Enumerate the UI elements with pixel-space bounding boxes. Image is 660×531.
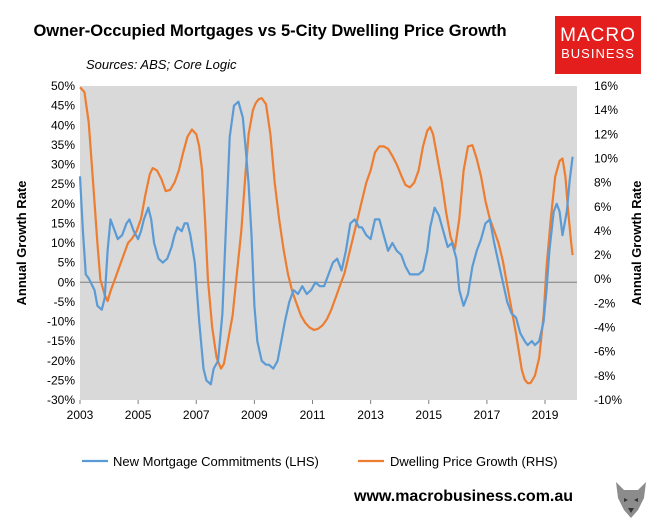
logo-line-1: MACRO bbox=[560, 25, 636, 46]
y-right-tick-label: -2% bbox=[594, 296, 616, 310]
y-right-tick-label: 2% bbox=[594, 248, 612, 262]
x-tick-label: 2009 bbox=[241, 408, 268, 422]
y-left-tick-label: 10% bbox=[51, 236, 75, 250]
y-left-tick-label: 30% bbox=[51, 158, 75, 172]
x-tick-label: 2007 bbox=[183, 408, 210, 422]
x-tick-label: 2005 bbox=[125, 408, 152, 422]
y-left-tick-label: 25% bbox=[51, 177, 75, 191]
y-right-tick-label: 4% bbox=[594, 224, 612, 238]
chart-subtitle: Sources: ABS; Core Logic bbox=[86, 57, 237, 72]
x-tick-label: 2003 bbox=[67, 408, 94, 422]
y-left-tick-label: -5% bbox=[54, 295, 76, 309]
series-line-dwelling-price-growth bbox=[79, 86, 574, 385]
y-left-tick-label: -20% bbox=[47, 354, 75, 368]
y-right-tick-label: -8% bbox=[594, 369, 616, 383]
y-left-tick-label: 40% bbox=[51, 118, 75, 132]
y-right-tick-label: -6% bbox=[594, 345, 616, 359]
y-right-tick-label: -4% bbox=[594, 321, 616, 335]
y-left-tick-label: 50% bbox=[51, 79, 75, 93]
y-left-tick-label: 15% bbox=[51, 216, 75, 230]
wolf-mascot-icon bbox=[616, 482, 646, 518]
chart-title: Owner-Occupied Mortgages vs 5-City Dwell… bbox=[33, 22, 507, 40]
series-line-new-mortgage-commitments bbox=[78, 100, 574, 386]
y-axis-left-ticks: 50% 45% 40% 35% 30% 25% 20% 15% 10% 5% 0% -5% -10% -1… bbox=[47, 79, 75, 407]
y-axis-right-label: Annual Growth Rate bbox=[629, 181, 644, 306]
y-right-tick-label: 0% bbox=[594, 272, 612, 286]
y-right-tick-label: 12% bbox=[594, 127, 618, 141]
y-left-tick-label: -10% bbox=[47, 315, 75, 329]
y-axis-right-ticks: 16% 14% 12% 10% 8% 6% 4% 2% 0% -2% -4% -6% -8% -10% bbox=[594, 79, 622, 407]
x-tick-label: 2011 bbox=[300, 408, 326, 422]
legend-label-mortgage: New Mortgage Commitments (LHS) bbox=[113, 454, 319, 469]
legend-label-price: Dwelling Price Growth (RHS) bbox=[390, 454, 558, 469]
legend: New Mortgage Commitments (LHS) Dwelling … bbox=[82, 454, 558, 469]
x-tick-label: 2013 bbox=[357, 408, 384, 422]
y-axis-left-label: Annual Growth Rate bbox=[14, 181, 29, 306]
y-left-tick-label: 35% bbox=[51, 138, 75, 152]
y-left-tick-label: 5% bbox=[58, 256, 76, 270]
logo-line-2: BUSINESS bbox=[561, 46, 635, 61]
y-right-tick-label: 6% bbox=[594, 200, 612, 214]
x-tick-label: 2015 bbox=[415, 408, 442, 422]
y-right-tick-label: -10% bbox=[594, 393, 622, 407]
y-left-tick-label: 20% bbox=[51, 197, 75, 211]
y-left-tick-label: 45% bbox=[51, 99, 75, 113]
x-axis-ticks: 2003 2005 2007 2009 2011 2013 2015 2017 2019 bbox=[67, 400, 559, 422]
y-left-tick-label: 0% bbox=[58, 275, 76, 289]
x-tick-label: 2019 bbox=[532, 408, 559, 422]
y-right-tick-label: 8% bbox=[594, 176, 612, 190]
macrobusiness-logo: MACRO BUSINESS bbox=[555, 16, 641, 74]
x-tick-label: 2017 bbox=[474, 408, 501, 422]
y-right-tick-label: 10% bbox=[594, 151, 618, 165]
y-left-tick-label: -25% bbox=[47, 373, 75, 387]
y-left-tick-label: -30% bbox=[47, 393, 75, 407]
y-left-tick-label: -15% bbox=[47, 334, 75, 348]
y-right-tick-label: 16% bbox=[594, 79, 618, 93]
footer-url[interactable]: www.macrobusiness.com.au bbox=[354, 488, 574, 505]
y-right-tick-label: 14% bbox=[594, 103, 618, 117]
